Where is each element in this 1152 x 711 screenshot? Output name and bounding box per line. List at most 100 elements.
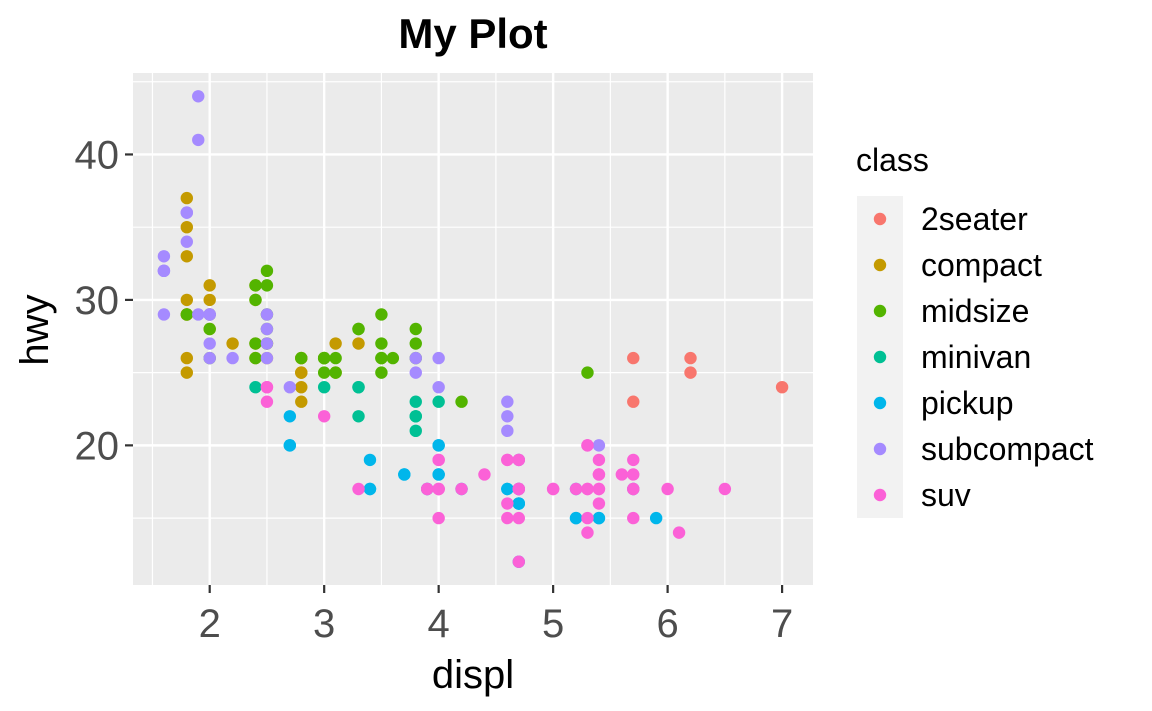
legend-key-2seater (873, 212, 887, 226)
data-point-midsize (352, 322, 365, 336)
data-point-subcompact (157, 264, 171, 278)
data-point-suv (581, 511, 594, 525)
data-point-suv (512, 453, 525, 467)
data-point-minivan (409, 424, 422, 438)
data-point-suv (661, 482, 674, 496)
x-tick-label: 5 (542, 602, 564, 646)
data-point-midsize (375, 351, 388, 365)
data-point-midsize (249, 351, 262, 365)
data-point-subcompact (501, 395, 514, 408)
data-point-suv (718, 482, 732, 496)
data-point-suv (627, 511, 640, 525)
data-point-2seater (684, 351, 697, 365)
data-point-pickup (649, 511, 663, 525)
data-point-midsize (260, 264, 274, 278)
data-point-midsize (386, 351, 400, 365)
legend-label-midsize: midsize (921, 293, 1029, 329)
data-point-2seater (684, 366, 697, 379)
data-point-compact (180, 366, 194, 379)
legend-label-suv: suv (921, 477, 971, 513)
data-point-suv (432, 482, 445, 496)
data-point-midsize (249, 279, 262, 292)
data-point-pickup (363, 482, 377, 496)
data-point-pickup (512, 497, 525, 510)
data-point-subcompact (432, 380, 445, 394)
data-point-pickup (432, 468, 445, 481)
data-point-compact (180, 293, 194, 307)
data-point-subcompact (180, 235, 194, 248)
data-point-suv (501, 511, 514, 525)
y-axis-title: hwy (13, 294, 57, 365)
data-point-minivan (352, 410, 365, 423)
data-point-midsize (317, 351, 331, 365)
data-point-compact (180, 250, 194, 263)
data-point-subcompact (592, 439, 606, 452)
data-point-pickup (592, 511, 606, 525)
data-point-subcompact (180, 206, 194, 219)
chart-title: My Plot (398, 10, 547, 57)
data-point-midsize (581, 366, 594, 379)
data-point-subcompact (203, 308, 216, 321)
legend: class 2seater compact midsize minivan pickup… (856, 142, 1094, 518)
data-point-subcompact (260, 351, 274, 365)
data-point-compact (329, 337, 342, 350)
data-point-suv (478, 468, 491, 481)
data-point-suv (546, 482, 560, 496)
data-point-pickup (432, 439, 445, 452)
data-point-pickup (569, 511, 583, 525)
data-point-suv (672, 526, 686, 539)
data-point-minivan (352, 380, 365, 394)
data-point-midsize (375, 366, 388, 379)
data-point-compact (295, 395, 308, 408)
data-point-compact (226, 337, 239, 350)
major-gridlines (133, 73, 813, 585)
legend-label-subcompact: subcompact (921, 431, 1094, 467)
data-point-suv (260, 380, 274, 394)
data-point-midsize (409, 322, 422, 336)
y-tick-label: 20 (75, 424, 120, 468)
data-point-midsize (455, 395, 468, 408)
y-tick-label: 30 (75, 279, 120, 323)
data-point-suv (501, 497, 514, 510)
data-point-suv (432, 453, 445, 467)
data-point-suv (615, 468, 629, 481)
data-point-2seater (627, 395, 640, 408)
data-point-minivan (432, 395, 445, 408)
data-point-subcompact (203, 351, 216, 365)
data-point-subcompact (501, 410, 514, 423)
legend-key-subcompact (873, 442, 887, 456)
data-point-subcompact (283, 380, 297, 394)
data-point-suv (627, 482, 640, 496)
data-point-pickup (363, 453, 377, 467)
legend-title: class (856, 142, 929, 178)
y-tick-label: 40 (75, 133, 120, 177)
data-point-minivan (409, 410, 422, 423)
legend-key-midsize (873, 304, 887, 318)
x-tick-label: 4 (428, 602, 450, 646)
data-point-subcompact (192, 308, 205, 321)
data-point-midsize (375, 337, 388, 350)
legend-key-minivan (873, 350, 887, 364)
legend-key-compact (873, 258, 887, 272)
data-point-pickup (283, 439, 297, 452)
data-point-subcompact (226, 351, 239, 365)
data-point-2seater (627, 351, 640, 365)
x-tick-label: 6 (656, 602, 678, 646)
data-point-compact (180, 220, 194, 234)
data-point-subcompact (203, 337, 216, 350)
data-point-subcompact (192, 133, 205, 147)
data-point-suv (581, 526, 594, 539)
data-point-suv (421, 482, 434, 496)
data-point-2seater (775, 380, 789, 394)
y-axis: 20 30 40 (75, 133, 133, 468)
x-tick-label: 3 (313, 602, 335, 646)
data-point-pickup (283, 410, 297, 423)
data-point-compact (295, 380, 308, 394)
data-point-suv (455, 482, 468, 496)
data-point-suv (512, 511, 525, 525)
data-point-subcompact (501, 424, 514, 438)
data-point-pickup (398, 468, 411, 481)
legend-label-compact: compact (921, 247, 1042, 283)
data-point-subcompact (409, 366, 422, 379)
data-point-pickup (501, 482, 514, 496)
